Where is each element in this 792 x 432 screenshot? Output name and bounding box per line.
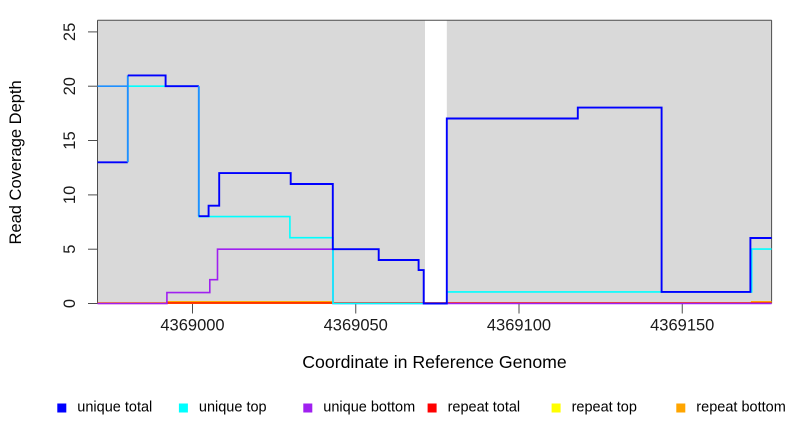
svg-text:repeat bottom: repeat bottom <box>696 400 785 416</box>
svg-text:25: 25 <box>61 23 79 41</box>
svg-text:unique top: unique top <box>199 400 267 416</box>
svg-text:15: 15 <box>61 131 79 149</box>
svg-text:0: 0 <box>61 299 79 308</box>
svg-text:20: 20 <box>61 77 79 95</box>
svg-text:5: 5 <box>61 245 79 254</box>
svg-text:4369100: 4369100 <box>487 317 551 335</box>
svg-text:repeat top: repeat top <box>572 400 637 416</box>
svg-text:repeat total: repeat total <box>448 400 521 416</box>
svg-text:4369000: 4369000 <box>160 317 224 335</box>
svg-text:Coordinate in Reference Genome: Coordinate in Reference Genome <box>302 352 567 372</box>
svg-text:4369150: 4369150 <box>650 317 714 335</box>
svg-text:unique bottom: unique bottom <box>323 400 415 416</box>
svg-text:10: 10 <box>61 186 79 204</box>
svg-text:unique total: unique total <box>77 400 152 416</box>
svg-text:Read Coverage Depth: Read Coverage Depth <box>7 80 25 244</box>
svg-text:4369050: 4369050 <box>324 317 388 335</box>
